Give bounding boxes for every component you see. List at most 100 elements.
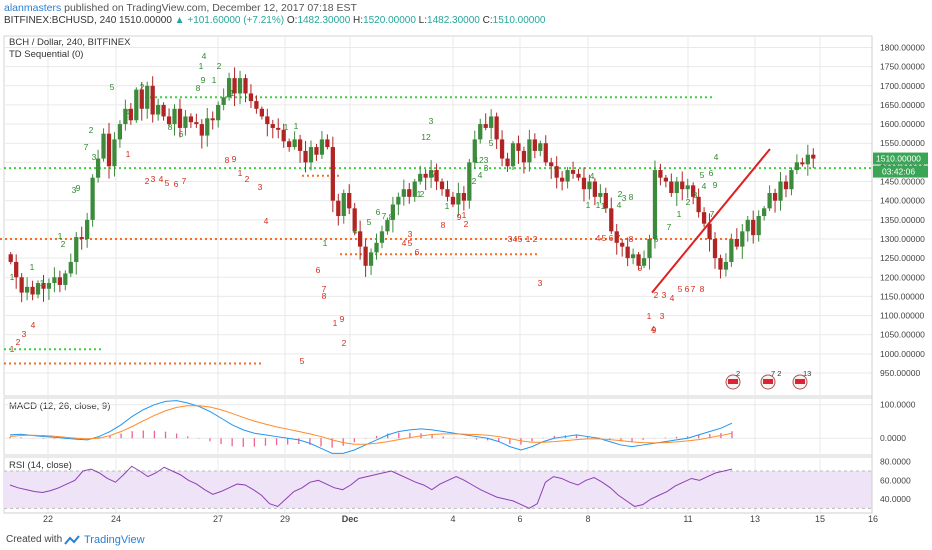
candle-body — [783, 181, 789, 190]
event-flag-icon: 2 — [725, 369, 741, 390]
indicator-label: TD Sequential (0) — [9, 49, 83, 60]
candle-body — [439, 181, 445, 190]
time-tick-label: 13 — [750, 514, 760, 524]
candle-body — [287, 141, 292, 148]
td-red-label: 1 — [526, 234, 531, 244]
td-red-label: 4 — [651, 324, 656, 334]
candle-body — [712, 238, 718, 259]
candle-body — [751, 219, 756, 236]
rsi-band — [4, 471, 872, 509]
td-red-label: 6 — [316, 265, 321, 275]
td-red-label: 7 — [616, 233, 621, 243]
td-green-label: 1 — [10, 272, 15, 282]
candle-body — [379, 231, 385, 243]
td-red-label: 4 — [402, 238, 407, 248]
candle-body — [565, 170, 570, 182]
rsi-tick-label: 80.0000 — [880, 457, 911, 467]
td-green-label: 4 — [617, 200, 622, 210]
candle-body — [303, 150, 308, 163]
signal-line — [9, 405, 733, 445]
td-green-label: 4 — [590, 171, 595, 181]
candle-body — [297, 139, 303, 151]
event-count-label: 13 — [803, 369, 811, 378]
td-green-label: 1 — [677, 209, 682, 219]
candle-body — [150, 85, 155, 115]
td-red-label: 8 — [629, 234, 634, 244]
td-red-label: 5 — [518, 234, 523, 244]
td-green-label: 1 — [40, 278, 45, 288]
candle-body — [270, 124, 275, 128]
candle-body — [570, 170, 576, 174]
candle-body — [527, 139, 532, 163]
author-link[interactable]: alanmasters — [4, 2, 62, 14]
td-green-label: 7 — [84, 142, 89, 152]
candle-body — [145, 85, 150, 109]
flag-stripe — [795, 379, 805, 384]
candle-body — [407, 189, 412, 197]
candle-body — [663, 177, 668, 182]
td-red-label: 4 — [31, 320, 36, 330]
price-tick-label: 1750.00000 — [880, 62, 925, 72]
candle-body — [243, 78, 248, 94]
candle-body — [554, 166, 559, 178]
td-green-label: 3 — [92, 152, 97, 162]
td-red-label: 6 — [685, 284, 690, 294]
high-value: 1520.00000 — [363, 15, 416, 26]
candle-body — [609, 208, 614, 232]
time-tick-label: 4 — [450, 514, 455, 524]
candle-body — [74, 237, 79, 262]
candle-body — [428, 170, 434, 178]
candle-body — [641, 258, 647, 266]
candle-body — [336, 200, 341, 216]
td-green-label: 2 — [472, 176, 477, 186]
candle-body — [281, 129, 286, 142]
rsi-tick-label: 60.0000 — [880, 475, 911, 485]
td-green-label: 1 — [294, 121, 299, 131]
candle-body — [314, 147, 319, 155]
td-red-label: 1 — [333, 318, 338, 328]
td-red-label: 1 — [126, 149, 131, 159]
event-flag-icon: 13 — [792, 369, 811, 390]
td-red-label: 8 — [700, 284, 705, 294]
candle-body — [79, 237, 84, 239]
candle-body — [587, 181, 592, 190]
td-green-label: 4 — [478, 170, 483, 180]
td-red-label: 5 — [408, 238, 413, 248]
td-green-label: 1 — [30, 262, 35, 272]
macd-tick-label: 100.0000 — [880, 400, 916, 410]
candle-body — [445, 189, 450, 197]
candle-body — [603, 193, 608, 209]
td-green-label: 9 — [713, 180, 718, 190]
candle-body — [418, 173, 423, 182]
price-tick-label: 1150.00000 — [880, 291, 925, 301]
candle-body — [205, 118, 210, 136]
td-red-label: 4 — [159, 174, 164, 184]
td-red-label: 5 — [165, 178, 170, 188]
candle-body — [156, 104, 161, 115]
chart-canvas[interactable]: 1800.000001750.000001700.000001650.00000… — [0, 30, 932, 530]
candle-body — [521, 150, 527, 163]
td-green-label: 1 — [601, 201, 606, 211]
candle-body — [729, 238, 734, 262]
td-red-label: 3 — [258, 182, 263, 192]
candle-body — [396, 196, 401, 205]
brand-label[interactable]: TradingView — [84, 534, 145, 546]
td-red-label: 9 — [638, 263, 643, 273]
price-tick-label: 1400.00000 — [880, 196, 925, 206]
candle-body — [221, 97, 226, 105]
td-red-label: 1 — [10, 344, 15, 354]
candle-body — [472, 139, 477, 163]
candle-body — [95, 158, 101, 178]
candle-body — [499, 139, 505, 159]
td-red-label: 3 — [151, 174, 156, 184]
td-green-label: 2 — [686, 197, 691, 207]
candle-body — [112, 139, 117, 167]
td-green-label: 2 — [61, 239, 66, 249]
td-red-label: 5 — [300, 356, 305, 366]
candle-body — [30, 286, 35, 295]
time-tick-label: 15 — [815, 514, 825, 524]
tradingview-logo-icon — [64, 535, 80, 545]
candle-body — [680, 181, 685, 190]
low-value: 1482.30000 — [427, 15, 480, 26]
td-red-label: 8 — [441, 220, 446, 230]
